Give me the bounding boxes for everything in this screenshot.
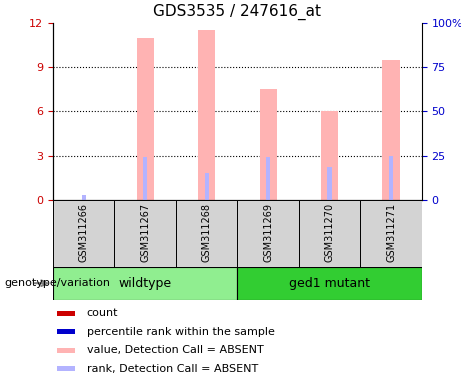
Text: wildtype: wildtype <box>118 277 172 290</box>
Bar <box>389 156 393 200</box>
Text: ged1 mutant: ged1 mutant <box>289 277 370 290</box>
Bar <box>383 60 400 200</box>
Text: percentile rank within the sample: percentile rank within the sample <box>87 327 275 337</box>
Bar <box>237 200 299 269</box>
Text: GSM311268: GSM311268 <box>201 203 212 262</box>
Bar <box>299 200 361 269</box>
Text: count: count <box>87 308 118 318</box>
Bar <box>53 200 114 269</box>
Bar <box>176 200 237 269</box>
Bar <box>114 200 176 269</box>
Bar <box>237 267 422 300</box>
Bar <box>57 329 75 334</box>
Bar <box>57 366 75 371</box>
Bar <box>57 348 75 353</box>
Bar <box>361 200 422 269</box>
Bar <box>143 157 148 200</box>
Text: genotype/variation: genotype/variation <box>5 278 111 288</box>
Bar <box>321 111 338 200</box>
Title: GDS3535 / 247616_at: GDS3535 / 247616_at <box>154 4 321 20</box>
Bar <box>53 267 237 300</box>
Bar <box>136 38 154 200</box>
Bar <box>327 167 332 200</box>
Text: GSM311266: GSM311266 <box>79 203 89 262</box>
Text: GSM311269: GSM311269 <box>263 203 273 262</box>
Text: GSM311271: GSM311271 <box>386 203 396 262</box>
Bar <box>82 195 86 200</box>
Bar <box>205 173 209 200</box>
Text: GSM311270: GSM311270 <box>325 203 335 262</box>
Bar <box>198 30 215 200</box>
Bar <box>266 157 270 200</box>
Text: GSM311267: GSM311267 <box>140 203 150 262</box>
Bar <box>260 89 277 200</box>
Text: rank, Detection Call = ABSENT: rank, Detection Call = ABSENT <box>87 364 258 374</box>
Text: value, Detection Call = ABSENT: value, Detection Call = ABSENT <box>87 345 263 355</box>
Bar <box>57 311 75 316</box>
